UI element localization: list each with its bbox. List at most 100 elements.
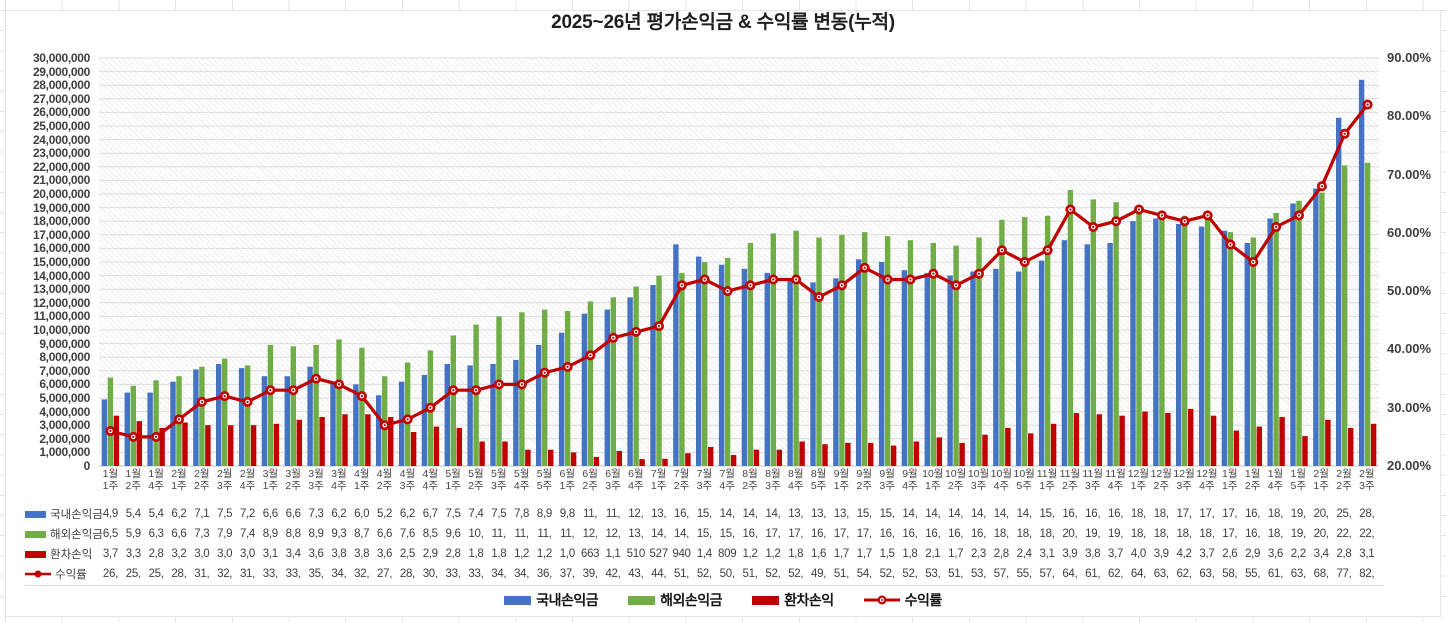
left-axis-tick: 23,000,000 — [32, 146, 90, 161]
x-axis-week-label: 2주 — [1244, 480, 1261, 492]
table-cell-overseas: 17, — [788, 528, 804, 540]
x-axis-month-label: 9월 — [879, 468, 895, 480]
table-cell-overseas: 8,8 — [285, 528, 301, 540]
table-cell-domestic: 20, — [1313, 508, 1329, 520]
left-axis-tick: 21,000,000 — [32, 173, 90, 188]
table-cell-domestic: 14, — [925, 508, 941, 520]
table-row-domestic: 4,9 5,4 5,4 6,2 7,1 7,5 7,2 6,6 6,6 7,3 6,2 6,0 5,2 6… — [99, 506, 1379, 522]
x-axis-week-label: 1주 — [102, 480, 119, 492]
x-axis-week-label: 1주 — [353, 480, 370, 492]
x-axis-week-label: 3주 — [1176, 480, 1192, 492]
table-cell-fx: 1,7 — [833, 548, 849, 560]
table-cell-yield: 31, — [239, 568, 256, 580]
right-axis-tick: 20.00% — [1387, 458, 1432, 473]
table-cell-overseas: 11, — [491, 528, 507, 540]
table-cell-fx: 3,1 — [262, 548, 278, 560]
x-axis-month-label: 10월 — [967, 468, 990, 480]
table-cell-domestic: 8,9 — [536, 508, 552, 520]
table-cell-overseas: 17, — [856, 528, 872, 540]
table-cell-domestic: 14, — [765, 508, 781, 520]
x-axis-month-label: 1월 — [1290, 468, 1307, 480]
table-cell-fx: 1,7 — [856, 548, 872, 560]
table-cell-domestic: 16, — [1062, 508, 1078, 520]
table-cell-yield: 32, — [217, 568, 233, 580]
x-axis-month-label: 3월 — [308, 468, 324, 480]
domestic-legend-swatch — [504, 595, 532, 605]
table-row-overseas: 6,5 5,9 6,3 6,6 7,3 7,9 7,4 8,9 8,8 8,9 9,3 8,7 6,6 7… — [99, 526, 1379, 542]
x-axis-month-label: 8월 — [810, 468, 827, 480]
table-cell-fx: 2,1 — [925, 548, 941, 560]
table-cell-yield: 26, — [102, 568, 118, 580]
table-cell-fx: 1,8 — [788, 548, 804, 560]
x-axis-month-label: 11월 — [1036, 468, 1058, 480]
x-axis-month-label: 2월 — [1359, 468, 1375, 480]
table-cell-yield: 63, — [1199, 568, 1215, 580]
x-axis-month-label: 6월 — [582, 468, 598, 480]
x-axis-week-label: 1주 — [833, 480, 850, 492]
table-row-label-text: 국내손익금 — [50, 509, 103, 521]
x-axis-month-label: 12월 — [1150, 468, 1172, 480]
table-cell-overseas: 17, — [765, 528, 781, 540]
left-axis-tick: 16,000,000 — [32, 241, 90, 256]
table-cell-overseas: 18, — [1016, 528, 1032, 540]
yield-line-swatch — [25, 570, 51, 578]
table-cell-domestic: 6,7 — [422, 508, 438, 520]
table-cell-overseas: 18, — [1039, 528, 1055, 540]
x-axis-week-label: 4주 — [513, 480, 530, 492]
table-cell-yield: 52, — [765, 568, 781, 580]
table-cell-domestic: 7,5 — [445, 508, 461, 520]
left-axis-tick: 17,000,000 — [32, 227, 90, 242]
x-axis-month-label: 9월 — [833, 468, 850, 480]
left-axis-tick: 30,000,000 — [32, 51, 90, 65]
table-cell-domestic: 11, — [605, 508, 621, 520]
table-cell-domestic: 28, — [1359, 508, 1375, 520]
table-cell-yield: 33, — [285, 568, 301, 580]
x-axis-week-label: 1주 — [650, 480, 667, 492]
table-cell-fx: 3,7 — [1199, 548, 1215, 560]
table-cell-overseas: 8,5 — [422, 528, 438, 540]
table-cell-fx: 940 — [672, 548, 691, 560]
table-cell-yield: 62, — [1108, 568, 1124, 580]
left-axis-tick: 22,000,000 — [32, 159, 90, 174]
table-cell-domestic: 14, — [993, 508, 1009, 520]
table-cell-domestic: 15, — [696, 508, 712, 520]
x-axis-week-label: 5주 — [536, 480, 553, 492]
table-cell-overseas: 18, — [1267, 528, 1283, 540]
table-cell-yield: 33, — [445, 568, 461, 580]
table-cell-domestic: 14, — [719, 508, 735, 520]
left-axis-tick: 18,000,000 — [32, 214, 90, 229]
right-axis-tick: 80.00% — [1387, 108, 1432, 124]
table-cell-domestic: 16, — [1085, 508, 1101, 520]
table-cell-domestic: 14, — [970, 508, 987, 520]
x-axis-week-label: 2주 — [673, 480, 690, 492]
table-cell-domestic: 15, — [1039, 508, 1055, 520]
x-axis-week-label: 4주 — [1199, 480, 1215, 492]
table-cell-fx: 1,6 — [811, 548, 827, 560]
table-cell-yield: 57, — [993, 568, 1009, 580]
x-axis-month-label: 2월 — [1336, 468, 1352, 480]
table-cell-yield: 61, — [1085, 568, 1101, 580]
table-cell-fx: 3,0 — [217, 548, 233, 560]
table-cell-fx: 1,2 — [765, 548, 781, 560]
table-cell-fx: 1,1 — [605, 548, 621, 560]
table-cell-domestic: 16, — [1245, 508, 1261, 520]
table-cell-yield: 61, — [1267, 568, 1283, 580]
table-cell-yield: 51, — [673, 568, 690, 580]
table-cell-overseas: 18, — [1199, 528, 1215, 540]
table-cell-domestic: 18, — [1267, 508, 1283, 520]
table-cell-overseas: 15, — [696, 528, 712, 540]
table-row-label-text: 환차손익 — [50, 549, 93, 561]
legend-item-yield: 수익률 — [863, 590, 942, 610]
left-axis-tick: 11,000,000 — [33, 309, 91, 324]
table-cell-fx: 1,2 — [536, 548, 552, 560]
x-axis-week-label: 4주 — [628, 480, 644, 492]
table-cell-fx: 2,3 — [970, 548, 987, 560]
x-axis-month-label: 11월 — [1059, 468, 1081, 480]
x-axis-month-label: 1월 — [125, 468, 142, 480]
table-cell-fx: 2,8 — [445, 548, 461, 560]
table-cell-domestic: 14, — [902, 508, 918, 520]
left-axis-tick: 29,000,000 — [32, 64, 90, 79]
table-cell-fx: 3,0 — [239, 548, 256, 560]
x-axis-week-label: 1주 — [1130, 480, 1147, 492]
